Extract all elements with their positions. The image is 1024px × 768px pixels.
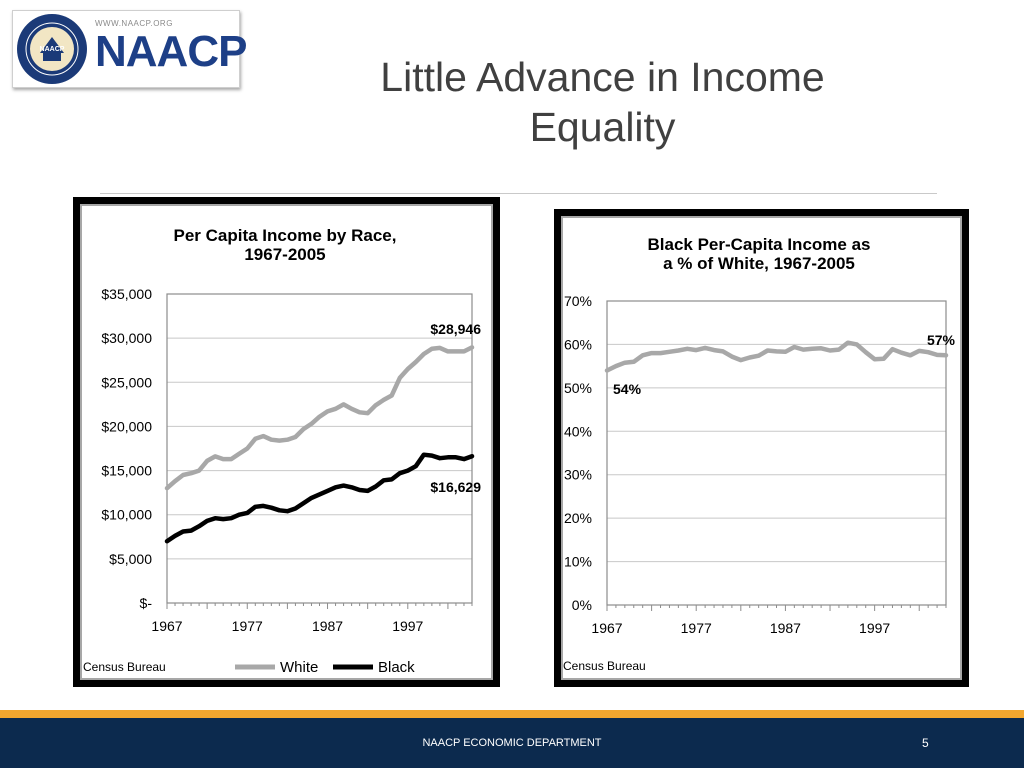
per-capita-income-plot: Per Capita Income by Race,1967-2005 $- $5,… — [83, 226, 481, 676]
y-tick-label: 60% — [564, 336, 592, 352]
y-tick-label: 0% — [572, 597, 592, 613]
series-line-white — [164, 345, 475, 491]
income-ratio-chart: Black Per-Capita Income as a % of White, … — [554, 209, 969, 687]
legend-label: White — [280, 659, 318, 676]
chart-inner-border — [561, 216, 962, 680]
footer-bar: NAACP ECONOMIC DEPARTMENT 5 — [0, 718, 1024, 768]
y-tick-label: $35,000 — [101, 286, 152, 302]
series-line-black — [164, 452, 475, 544]
x-tick-label: 1967 — [151, 618, 182, 634]
footer-accent-stripe — [0, 710, 1024, 718]
y-tick-label: 20% — [564, 510, 592, 526]
chart-title-line: a % of White, 1967-2005 — [663, 254, 855, 273]
x-tick-label: 1977 — [681, 620, 712, 636]
seal-text: NAACP — [40, 46, 65, 53]
y-tick-label: $25,000 — [101, 374, 152, 390]
chart-inner-border — [80, 204, 493, 680]
x-tick-label: 1967 — [591, 620, 622, 636]
x-tick-label: 1997 — [859, 620, 890, 636]
title-divider — [100, 193, 937, 194]
data-label: 54% — [613, 381, 642, 397]
y-tick-label: 30% — [564, 467, 592, 483]
slide-title-line-1: Little Advance in Income — [380, 54, 825, 100]
income-ratio-plot: Black Per-Capita Income asa % of White, … — [563, 235, 956, 673]
x-tick-label: 1987 — [312, 618, 343, 634]
footer-text: NAACP ECONOMIC DEPARTMENT — [422, 737, 602, 749]
plot-frame — [166, 293, 473, 604]
per-capita-income-chart: Per Capita Income by Race, 1967-2005 $- $5,… — [73, 197, 500, 687]
legend-label: Black — [378, 659, 415, 676]
slide-title: Little Advance in Income Equality — [330, 52, 875, 152]
y-tick-label: $30,000 — [101, 330, 152, 346]
y-tick-label: 70% — [564, 293, 592, 309]
y-tick-label: $- — [140, 595, 153, 611]
x-tick-label: 1987 — [770, 620, 801, 636]
x-tick-label: 1997 — [392, 618, 423, 634]
y-tick-label: $5,000 — [109, 551, 152, 567]
y-tick-label: 10% — [564, 554, 592, 570]
plot-frame — [606, 300, 947, 606]
logo-url: WWW.NAACP.ORG — [95, 19, 173, 28]
y-tick-label: 50% — [564, 380, 592, 396]
chart-title-line: Black Per-Capita Income as — [648, 235, 871, 254]
naacp-seal-icon: NAACP — [17, 14, 87, 84]
data-label: 57% — [927, 332, 956, 348]
slide-title-line-2: Equality — [529, 104, 676, 150]
chart-source: Census Bureau — [563, 659, 646, 673]
y-tick-label: 40% — [564, 423, 592, 439]
x-tick-label: 1977 — [232, 618, 263, 634]
data-label: $16,629 — [430, 479, 481, 495]
data-label: $28,946 — [430, 321, 481, 337]
chart-title-line: Per Capita Income by Race, — [174, 226, 397, 245]
chart-title-line: 1967-2005 — [244, 245, 325, 264]
logo-name: NAACP — [95, 27, 247, 76]
naacp-logo: NAACP WWW.NAACP.ORG NAACP — [12, 10, 247, 88]
page-number: 5 — [922, 736, 929, 750]
chart-source: Census Bureau — [83, 660, 166, 674]
series-line-ratio — [604, 340, 949, 373]
y-tick-label: $10,000 — [101, 507, 152, 523]
y-tick-label: $20,000 — [101, 418, 152, 434]
y-tick-label: $15,000 — [101, 463, 152, 479]
